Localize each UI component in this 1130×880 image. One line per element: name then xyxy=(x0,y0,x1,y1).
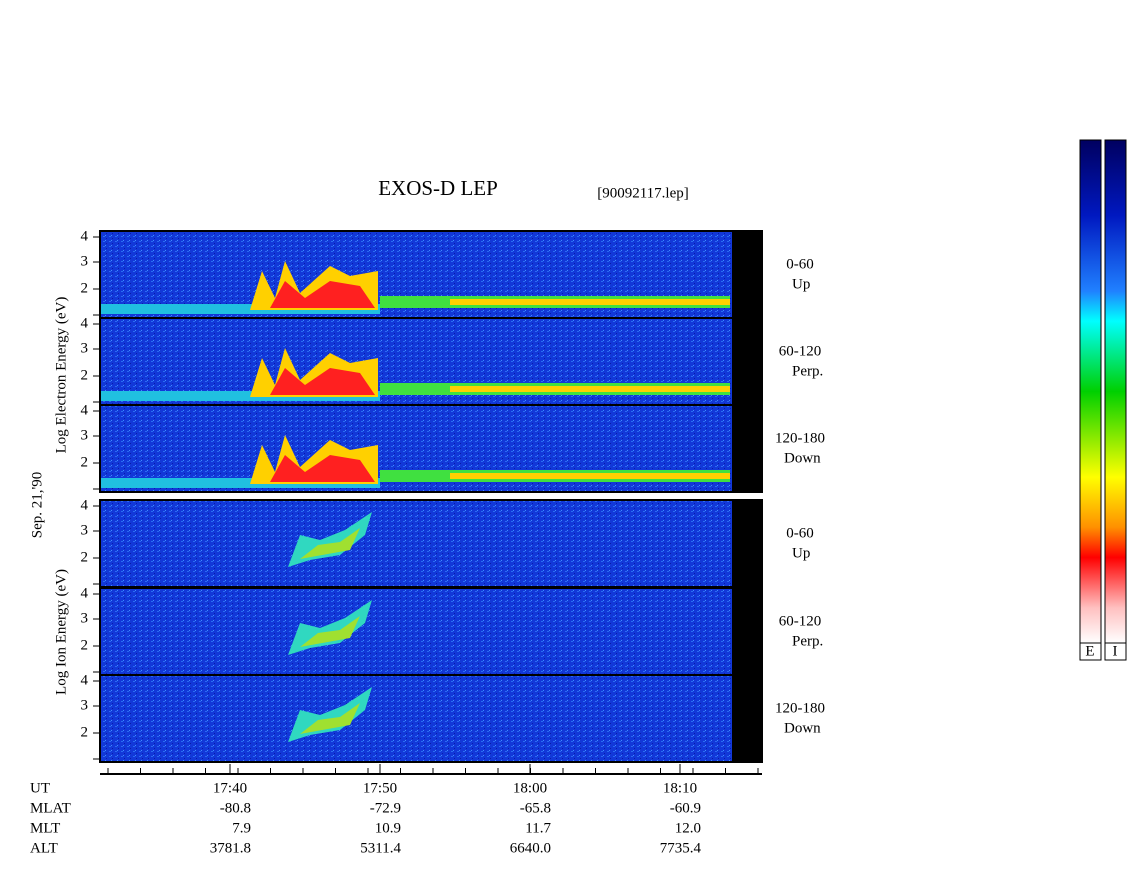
date-label: Sep. 21,'90 xyxy=(29,472,45,538)
data-gap xyxy=(732,405,762,492)
spectrogram-band xyxy=(100,391,380,401)
ephemeris-value: 5311.4 xyxy=(360,840,401,856)
spectrogram-burst xyxy=(270,455,375,482)
energy-tick-label: 2 xyxy=(81,454,89,470)
ephemeris-value: -72.9 xyxy=(370,800,401,816)
pitch-angle-range: 120-180 xyxy=(775,700,825,716)
ephemeris-value: -65.8 xyxy=(520,800,551,816)
energy-tick-label: 4 xyxy=(81,315,89,331)
panel-frame xyxy=(99,674,763,763)
ephemeris-value: 10.9 xyxy=(375,820,401,836)
spectrogram-burst xyxy=(300,528,360,559)
energy-tick-label: 2 xyxy=(81,724,89,740)
pitch-angle-range: 60-120 xyxy=(779,613,822,629)
data-gap xyxy=(732,588,762,675)
spectrogram xyxy=(100,675,732,762)
color-bar xyxy=(1104,139,1127,644)
time-tick-label: 18:10 xyxy=(663,780,697,796)
pitch-angle-name: Perp. xyxy=(792,633,823,649)
data-gap xyxy=(732,318,762,405)
color-bar-box xyxy=(1104,642,1127,661)
ephemeris-row-label: ALT xyxy=(30,840,58,856)
pitch-angle-name: Up xyxy=(792,276,810,292)
spectrogram-burst xyxy=(270,281,375,308)
ephemeris-row-label: MLT xyxy=(30,820,60,836)
pitch-angle-range: 120-180 xyxy=(775,430,825,446)
pitch-angle-name: Up xyxy=(792,545,810,561)
pitch-angle-name: Down xyxy=(784,450,821,466)
ephemeris-value: 7.9 xyxy=(232,820,251,836)
energy-tick-label: 4 xyxy=(81,672,89,688)
ephemeris-value: 7735.4 xyxy=(660,840,702,856)
spectrogram-band xyxy=(100,304,380,314)
color-bar-label: I xyxy=(1113,643,1118,659)
ephemeris-value: -60.9 xyxy=(670,800,701,816)
pitch-angle-name: Perp. xyxy=(792,363,823,379)
energy-tick-label: 2 xyxy=(81,280,89,296)
spectrogram xyxy=(100,588,732,675)
title: EXOS-D LEP xyxy=(378,176,498,200)
spectrogram xyxy=(100,500,732,587)
file-name: [90092117.lep] xyxy=(597,185,689,201)
energy-tick-label: 4 xyxy=(81,585,89,601)
spectrogram-burst xyxy=(270,368,375,395)
ephemeris-value: 3781.8 xyxy=(210,840,251,856)
color-bar-box xyxy=(1079,642,1102,661)
energy-tick-label: 4 xyxy=(81,228,89,244)
spectrogram-band xyxy=(450,386,730,392)
data-gap xyxy=(732,500,762,587)
ephemeris-value: 12.0 xyxy=(675,820,701,836)
energy-tick-label: 3 xyxy=(81,427,89,443)
spectrogram-band xyxy=(450,473,730,479)
data-gap xyxy=(732,231,762,318)
energy-tick-label: 3 xyxy=(81,522,89,538)
energy-tick-label: 3 xyxy=(81,253,89,269)
time-tick-label: 17:50 xyxy=(363,780,397,796)
energy-tick-label: 3 xyxy=(81,340,89,356)
panel-frame xyxy=(99,404,763,493)
ephemeris-row-label: MLAT xyxy=(30,800,71,816)
pitch-angle-name: Down xyxy=(784,720,821,736)
energy-tick-label: 4 xyxy=(81,497,89,513)
spectrogram-band xyxy=(100,478,380,488)
pitch-angle-range: 0-60 xyxy=(786,525,814,541)
pitch-angle-range: 60-120 xyxy=(779,343,822,359)
ion-axis-label: Log Ion Energy (eV) xyxy=(53,569,69,695)
energy-tick-label: 4 xyxy=(81,402,89,418)
electron-axis-label: Log Electron Energy (eV) xyxy=(53,297,69,454)
ephemeris-row-label: UT xyxy=(30,780,50,796)
ephemeris-value: -80.8 xyxy=(220,800,251,816)
energy-tick-label: 3 xyxy=(81,697,89,713)
time-tick-label: 18:00 xyxy=(513,780,547,796)
ephemeris-value: 11.7 xyxy=(525,820,551,836)
color-bar-label: E xyxy=(1085,643,1094,659)
pitch-angle-range: 0-60 xyxy=(786,256,814,272)
energy-tick-label: 2 xyxy=(81,367,89,383)
energy-tick-label: 3 xyxy=(81,610,89,626)
spectrogram-band xyxy=(450,299,730,305)
data-gap xyxy=(732,675,762,762)
energy-tick-label: 2 xyxy=(81,637,89,653)
spectrogram-burst xyxy=(300,703,360,734)
color-bar xyxy=(1079,139,1102,644)
time-tick-label: 17:40 xyxy=(213,780,247,796)
spectrogram-burst xyxy=(300,616,360,647)
ephemeris-value: 6640.0 xyxy=(510,840,551,856)
energy-tick-label: 2 xyxy=(81,549,89,565)
